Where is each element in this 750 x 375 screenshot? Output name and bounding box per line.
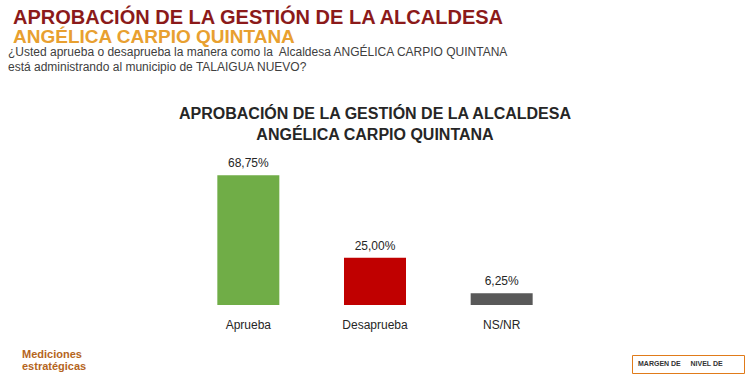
svg-text:¿Usted aprueba o desaprueba la: ¿Usted aprueba o desaprueba la manera co… xyxy=(8,44,508,59)
svg-text:25,00%: 25,00% xyxy=(355,239,396,253)
svg-text:ANGÉLICA CARPIO QUINTANA: ANGÉLICA CARPIO QUINTANA xyxy=(256,125,494,143)
svg-text:Mediciones: Mediciones xyxy=(22,348,82,360)
svg-text:6,25%: 6,25% xyxy=(485,274,519,288)
svg-text:NS/NR: NS/NR xyxy=(483,318,521,332)
svg-text:MARGEN DE NIVEL DE: MARGEN DE NIVEL DE xyxy=(638,360,723,367)
svg-text:estratégicas: estratégicas xyxy=(22,360,86,372)
svg-text:APROBACIÓN DE LA GESTIÓN DE LA: APROBACIÓN DE LA GESTIÓN DE LA ALCALDESA xyxy=(13,5,503,28)
svg-text:Aprueba: Aprueba xyxy=(226,318,272,332)
svg-text:68,75%: 68,75% xyxy=(228,156,269,170)
svg-text:ANGÉLICA CARPIO QUINTANA: ANGÉLICA CARPIO QUINTANA xyxy=(13,26,295,47)
svg-text:está administrando al municipi: está administrando al municipio de TALAI… xyxy=(8,60,307,74)
svg-text:APROBACIÓN DE LA GESTIÓN DE LA: APROBACIÓN DE LA GESTIÓN DE LA ALCALDESA xyxy=(179,104,571,122)
svg-text:Desaprueba: Desaprueba xyxy=(342,318,408,332)
